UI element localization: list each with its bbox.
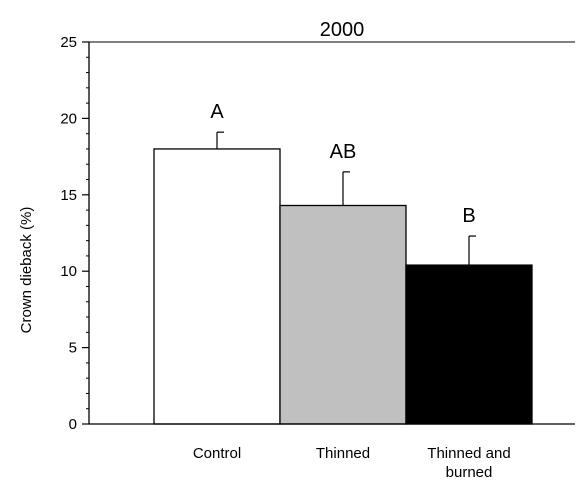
bar-2 [405,264,533,425]
y-tick-label-5: 5 [69,340,77,357]
category-label-0: Control [193,445,241,462]
category-label-2-line-1: burned [446,464,493,481]
y-tick-label-25: 25 [60,34,77,51]
category-label-2-line-0: Thinned and [427,445,510,462]
significance-label-0: A [210,101,224,123]
bar-0 [153,148,281,425]
chart-title: 2000 [320,19,365,41]
y-tick-label-15: 15 [60,187,77,204]
significance-label-2: B [462,205,475,227]
bar-1 [279,204,407,425]
category-label-1: Thinned [316,445,370,462]
significance-label-1: AB [330,141,357,163]
y-tick-label-0: 0 [69,416,77,433]
y-tick-label-20: 20 [60,110,77,127]
y-axis-label: Crown dieback (%) [18,207,35,334]
y-tick-label-10: 10 [60,263,77,280]
plot-area: A Control AB Thinned B Thinned and burned 0 5 10 1… [60,34,575,481]
